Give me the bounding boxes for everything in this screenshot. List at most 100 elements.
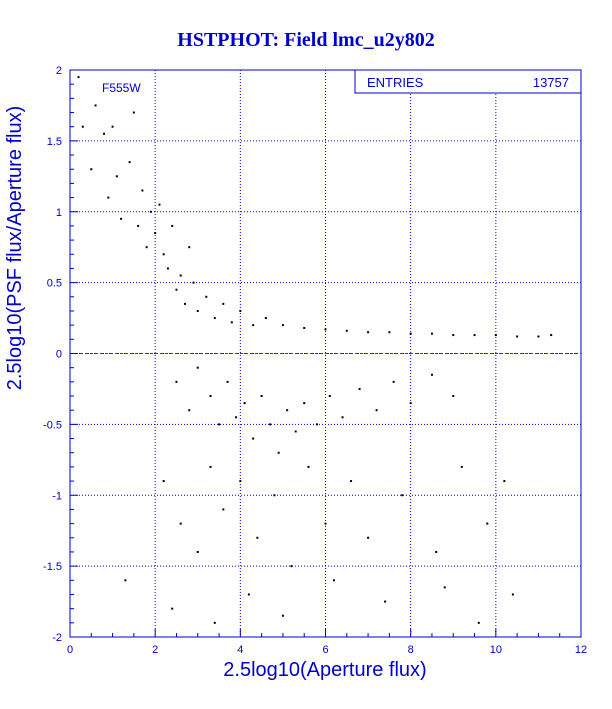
data-point <box>269 423 272 426</box>
data-point <box>111 125 114 128</box>
data-point <box>273 494 276 497</box>
data-point <box>218 423 221 426</box>
data-point <box>171 224 174 227</box>
data-point <box>154 232 157 235</box>
data-point <box>452 395 455 398</box>
data-point <box>183 302 186 305</box>
data-point <box>90 168 93 171</box>
data-point <box>409 402 412 405</box>
data-point <box>192 281 195 284</box>
data-point <box>252 324 255 327</box>
data-point <box>188 246 191 249</box>
data-point <box>460 465 463 468</box>
data-point <box>175 288 178 291</box>
data-point <box>494 334 497 337</box>
stats-entries-label: ENTRIES <box>367 75 424 90</box>
data-point <box>120 217 123 220</box>
data-point <box>486 522 489 525</box>
data-point <box>307 465 310 468</box>
data-point <box>132 111 135 114</box>
data-point <box>294 430 297 433</box>
data-point <box>277 451 280 454</box>
data-point <box>158 203 161 206</box>
data-point <box>115 175 118 178</box>
data-point <box>213 621 216 624</box>
data-point <box>196 309 199 312</box>
data-point <box>375 409 378 412</box>
data-point <box>230 321 233 324</box>
data-point <box>179 274 182 277</box>
data-point <box>141 189 144 192</box>
x-tick-label: 8 <box>408 644 414 656</box>
stats-box-frame <box>354 69 582 94</box>
y-axis-label: 2.5log10(PSF flux/Aperture flux) <box>4 106 26 391</box>
data-point <box>247 593 250 596</box>
data-point <box>333 579 336 582</box>
data-point <box>137 224 140 227</box>
data-point <box>222 508 225 511</box>
y-tick-label: 2 <box>56 65 62 77</box>
x-tick-label: 0 <box>67 644 73 656</box>
data-point <box>209 465 212 468</box>
data-point <box>409 332 412 335</box>
data-point <box>128 161 131 164</box>
data-point <box>324 522 327 525</box>
data-point <box>171 607 174 610</box>
data-point <box>516 335 519 338</box>
data-point <box>281 324 284 327</box>
data-point <box>222 302 225 305</box>
data-point <box>443 586 446 589</box>
data-point <box>537 335 540 338</box>
data-point <box>213 317 216 320</box>
data-point <box>477 621 480 624</box>
data-point <box>328 395 331 398</box>
data-point <box>367 536 370 539</box>
data-point <box>303 402 306 405</box>
data-point <box>149 210 152 213</box>
data-point <box>503 480 506 483</box>
data-point <box>435 550 438 553</box>
data-point <box>315 423 318 426</box>
y-tick-label: -1.5 <box>43 561 62 573</box>
data-point <box>162 253 165 256</box>
data-point <box>324 328 327 331</box>
data-point <box>384 600 387 603</box>
data-point <box>209 395 212 398</box>
data-point <box>77 76 80 79</box>
x-tick-label: 12 <box>575 644 587 656</box>
data-point <box>345 329 348 332</box>
filter-annotation: F555W <box>102 81 141 95</box>
data-point <box>473 334 476 337</box>
data-point <box>145 246 148 249</box>
data-point <box>358 387 361 390</box>
data-point <box>392 380 395 383</box>
x-tick-label: 6 <box>322 644 328 656</box>
data-point <box>103 132 106 135</box>
data-point <box>196 366 199 369</box>
stats-entries-value: 13757 <box>533 75 569 90</box>
y-tick-label: -1 <box>52 490 62 502</box>
x-tick-label: 4 <box>237 644 243 656</box>
data-point <box>367 331 370 334</box>
data-point <box>179 522 182 525</box>
data-point <box>256 536 259 539</box>
data-point <box>341 416 344 419</box>
data-point <box>430 373 433 376</box>
x-axis-label: 2.5log10(Aperture flux) <box>223 659 426 681</box>
data-point <box>235 416 238 419</box>
data-point <box>205 295 208 298</box>
y-tick-label: 0 <box>56 349 62 361</box>
data-point <box>401 494 404 497</box>
data-point <box>175 380 178 383</box>
data-point <box>124 579 127 582</box>
data-point <box>452 334 455 337</box>
y-tick-label: 1.5 <box>47 136 62 148</box>
y-tick-label: -2 <box>52 632 62 644</box>
data-point <box>162 480 165 483</box>
data-points <box>77 76 553 624</box>
x-axis: 0 2 4 6 8 10 12 <box>67 629 587 656</box>
data-point <box>260 395 263 398</box>
y-tick-label: 0.5 <box>47 278 62 290</box>
x-tick-label: 2 <box>152 644 158 656</box>
